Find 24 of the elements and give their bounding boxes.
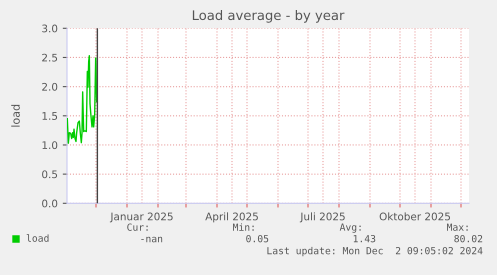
x-tick-label: April 2025 <box>205 212 258 222</box>
y-tick-label: 2.5 <box>42 54 58 62</box>
text: 0.05 <box>246 234 268 242</box>
text: Last update: Mon Dec 2 09:05:02 2024 <box>267 246 483 256</box>
y-tick-label: 1.5 <box>42 112 58 120</box>
y-axis-title: load <box>11 104 20 127</box>
text: Avg: <box>340 224 361 233</box>
text: Max: <box>446 224 468 231</box>
chart-title: Load average - by year <box>192 10 344 23</box>
y-tick-label: 2.0 <box>42 82 58 91</box>
text: -nan <box>141 236 162 242</box>
text: Cur: <box>127 223 148 231</box>
x-tick-label: Januar 2025 <box>110 212 173 222</box>
y-tick-label: 3.0 <box>42 24 58 32</box>
x-tick-label: Oktober 2025 <box>380 212 450 220</box>
legend-label: load <box>26 234 49 242</box>
text: 1.43 <box>354 234 376 242</box>
text: 80.02 <box>454 234 482 242</box>
text: Min: <box>232 223 254 231</box>
line-series <box>67 55 98 144</box>
y-tick-label: 0.5 <box>42 170 58 178</box>
y-tick-label: 0.0 <box>42 200 58 208</box>
x-tick-label: Juli 2025 <box>300 212 345 222</box>
y-tick-label: 1.0 <box>42 141 58 150</box>
